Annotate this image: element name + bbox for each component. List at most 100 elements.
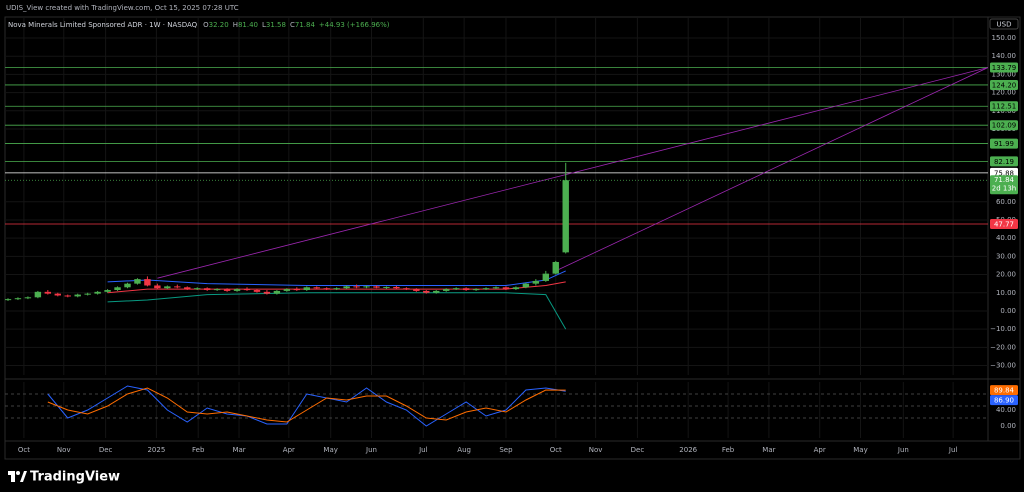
candle-body [44,291,52,294]
candle-body [303,287,310,291]
level-label: 91.99 [994,140,1014,148]
level-label-box [990,79,1018,90]
x-tick-label: Nov [589,446,603,454]
candle-body [323,288,330,290]
candle-body [313,287,320,289]
y-tick-label: 0.00 [1000,422,1016,430]
level-label: 112.51 [992,103,1017,111]
candle-body [413,289,420,291]
x-tick-label: Mar [762,446,775,454]
pane-value-box [990,395,1018,406]
trendline [157,67,988,279]
candle-body [492,287,500,289]
logo-part [16,471,20,475]
x-tick-label: Dec [631,446,645,454]
candle-body [462,288,470,291]
logo-part [20,471,27,482]
y-tick-label: 10.00 [996,289,1016,297]
x-tick-label: May [323,446,337,454]
candle-body [184,287,191,290]
credit: UDIS_View created with TradingView.com, … [6,4,239,12]
indicator-line [47,385,566,427]
x-tick-label: 2026 [679,446,697,454]
candle-body [532,280,540,284]
candle-body [194,288,201,290]
candle-body [164,286,171,289]
candle-body [482,288,490,290]
y-tick-label: −10.00 [990,325,1016,333]
level-label-box [990,101,1018,112]
legend: Nova Minerals Limited Sponsored ADR · 1W… [8,21,390,29]
legend-key: H [233,21,238,29]
y-tick-label: 20.00 [996,271,1016,279]
candle-body [363,286,370,288]
candle-body [144,279,151,286]
x-tick-label: Nov [57,446,71,454]
candle-body [393,286,400,289]
price-label-box [990,175,1018,195]
legend-change: +44.93 (+166.96%) [319,21,390,29]
y-tick-label: 0.00 [1000,307,1016,315]
candle-body [433,290,440,293]
y-tick-label: −20.00 [990,343,1016,351]
x-tick-label: Jun [897,446,909,454]
x-tick-label: Feb [192,446,205,454]
pane-value-label: 86.90 [994,397,1014,405]
candle-body [154,285,161,289]
currency-box [989,18,1019,30]
candle-body [343,286,350,289]
x-tick-label: 2025 [147,446,165,454]
indicator-line [47,387,566,423]
logo-text: TradingView [30,470,120,485]
candle-body [472,289,480,291]
level-label-box [990,219,1018,230]
x-tick-label: Oct [18,446,30,454]
candle-body [293,289,301,291]
legend-key: C [290,21,295,29]
y-tick-label: 60.00 [996,198,1016,206]
level-label-box [990,120,1018,131]
y-tick-label: 150.00 [992,34,1017,42]
candle-body [14,298,22,300]
x-tick-label: Aug [457,446,471,454]
candle-body [263,291,271,294]
legend-key: O [203,21,209,29]
y-tick-label: −30.00 [990,362,1016,370]
price-label: 71.84 [994,176,1015,184]
candle-body [74,294,81,297]
legend-key: L [262,21,266,29]
candle-body [502,287,510,290]
x-tick-label: Dec [99,446,113,454]
candle-body [34,291,42,298]
candle-body [94,291,101,294]
candle-body [84,293,91,295]
x-tick-label: Apr [814,446,826,454]
x-tick-label: Jun [365,446,377,454]
level-label: 47.77 [994,221,1014,229]
candle-body [452,288,460,290]
candle-body [512,287,520,290]
logo-icon [8,471,27,482]
legend-value: 31.58 [266,21,286,29]
y-tick-label: 40.00 [996,234,1016,242]
main-pane [5,18,988,375]
candle-body [562,180,569,253]
level-label: 75.88 [994,169,1014,177]
legend-value: 71.84 [295,21,316,29]
candle-body [104,290,111,292]
countdown: 2d 13h [992,185,1016,193]
candle-body [542,273,549,281]
x-tick-label: Apr [283,446,295,454]
candle-body [174,286,181,288]
candle-body [134,279,141,284]
y-tick-label: 120.00 [992,89,1017,97]
level-label: 82.19 [994,158,1014,166]
level-label: 133.79 [992,64,1017,72]
x-tick-label: Jul [418,446,428,454]
level-label: 124.20 [992,81,1017,89]
level-label-box [990,62,1018,73]
candle-body [333,288,340,290]
